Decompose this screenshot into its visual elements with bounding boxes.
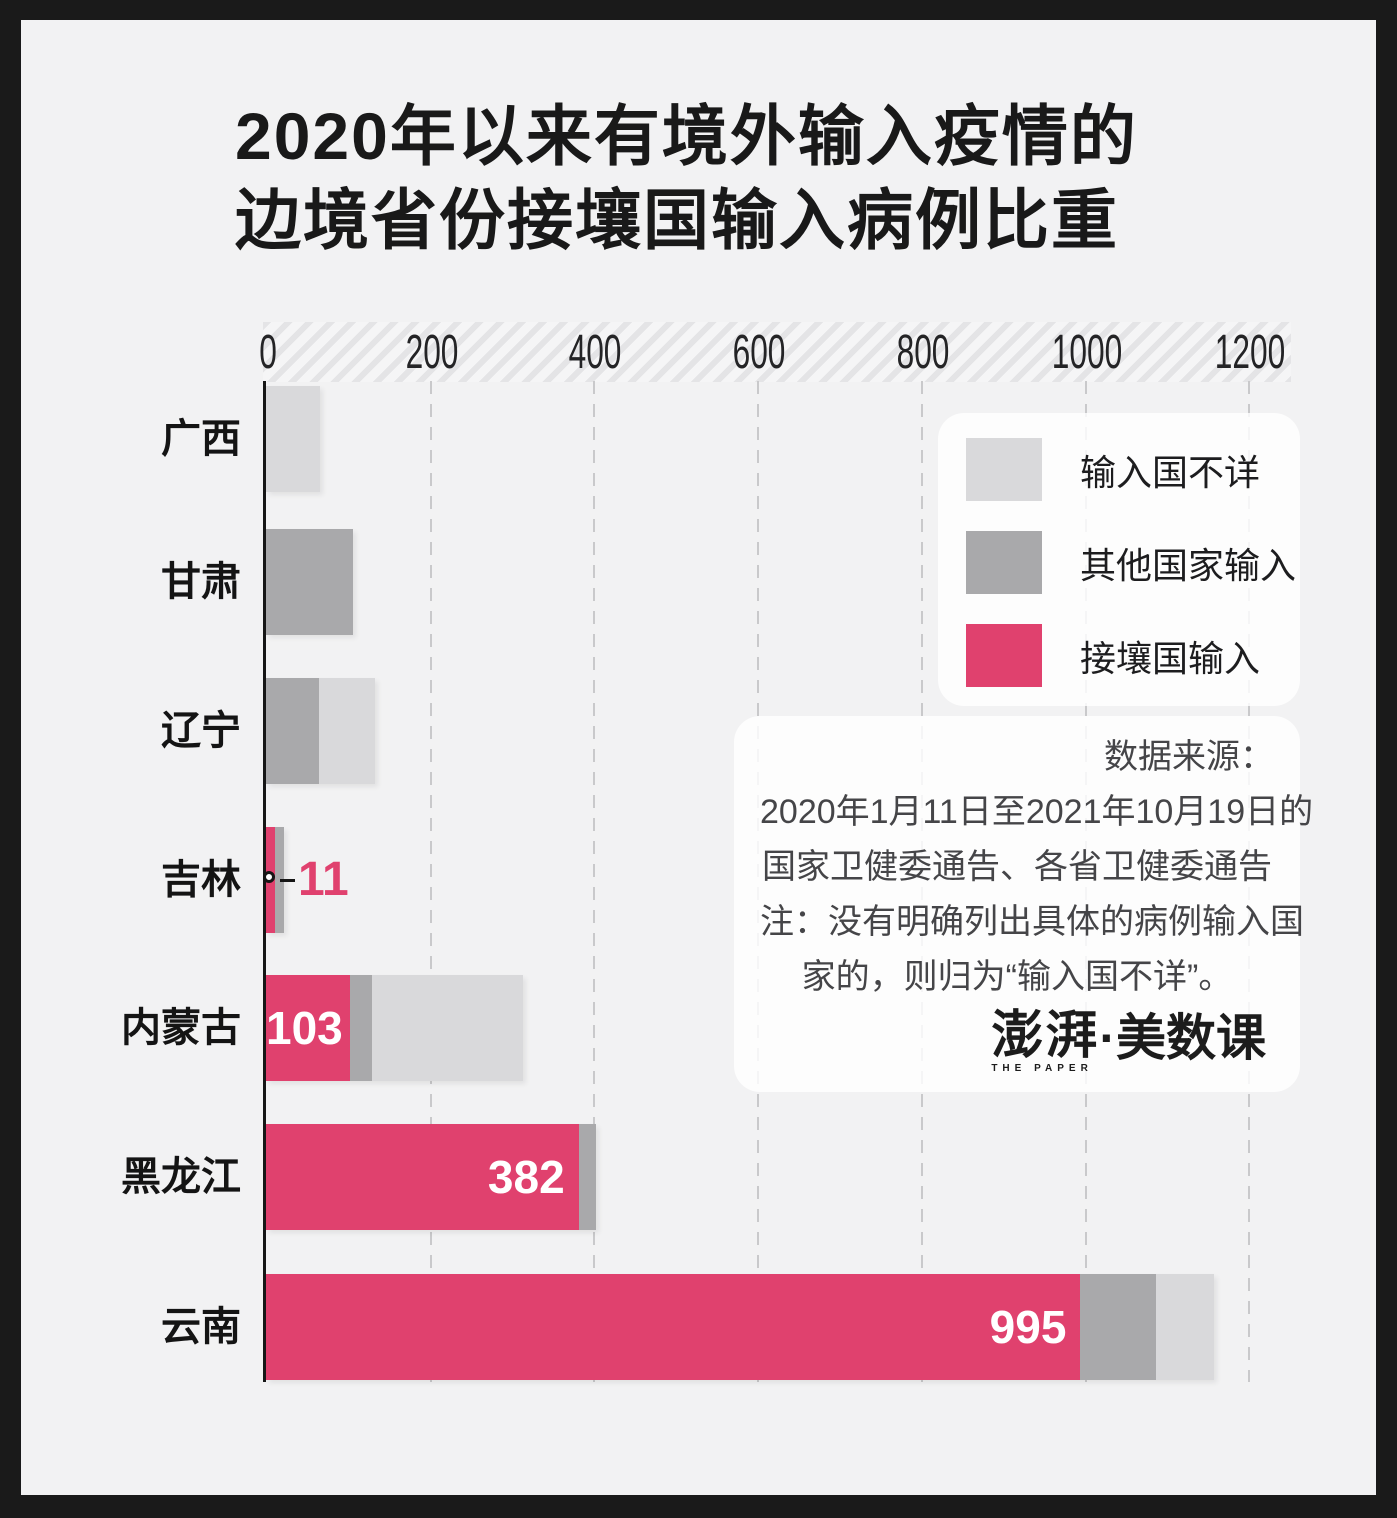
- chart-title-line2: 边境省份接壤国输入病例比重: [235, 183, 1119, 257]
- bar-segment-border: [266, 1274, 1081, 1380]
- legend-item-border: 接壤国输入: [966, 624, 1300, 687]
- bar-segment-other: [266, 529, 353, 635]
- chart-canvas: 2020年以来有境外输入疫情的 边境省份接壤国输入病例比重 0 200 400 600…: [21, 20, 1376, 1495]
- legend-swatch-other: [966, 531, 1042, 594]
- logo-thepaper-en: THE PAPER: [991, 1063, 1093, 1074]
- source-note-line: 注：没有明确列出具体的病例输入国: [760, 903, 1304, 941]
- bar-segment-other: [266, 678, 320, 784]
- legend-item-unknown: 输入国不详: [966, 438, 1300, 501]
- x-axis-tick-1200: 1200: [1214, 326, 1286, 379]
- source-note-box: 数据来源： 2020年1月11日至2021年10月19日的 国家卫健委通告、各省卫健…: [734, 716, 1314, 1092]
- source-note-line: 家的，则归为“输入国不详”。: [801, 958, 1233, 996]
- x-axis-tick-200: 200: [405, 326, 459, 379]
- chart-title: 2020年以来有境外输入疫情的 边境省份接壤国输入病例比重: [235, 94, 1138, 262]
- category-label: 吉林: [161, 858, 241, 902]
- callout-line: [280, 878, 295, 882]
- logo-thepaper-cn: 澎湃: [991, 1007, 1100, 1065]
- gridline-200: [429, 381, 432, 1382]
- bar-value-label: 382: [487, 1151, 565, 1203]
- bar-value-label: 11: [298, 853, 349, 906]
- source-note-line: 2020年1月11日至2021年10月19日的: [760, 793, 1314, 831]
- x-axis-tick-400: 400: [568, 326, 622, 379]
- bar-segment-unknown: [319, 678, 375, 784]
- bar-segment-unknown: [371, 975, 523, 1081]
- bar-甘肃: [266, 529, 353, 635]
- bar-辽宁: [266, 678, 375, 784]
- legend-label-unknown: 输入国不详: [1080, 451, 1261, 493]
- callout-marker: [263, 871, 275, 883]
- bar-内蒙古: [266, 975, 523, 1081]
- legend-swatch-unknown: [966, 438, 1042, 501]
- bar-segment-border: [266, 975, 351, 1081]
- bar-segment-border: [266, 1124, 579, 1230]
- bar-segment-other: [275, 827, 284, 933]
- bar-segment-other: [578, 1124, 596, 1230]
- category-label: 内蒙古: [121, 1006, 241, 1050]
- legend-item-other: 其他国家输入: [966, 531, 1300, 594]
- x-axis-tick-1000: 1000: [1051, 326, 1122, 379]
- x-axis-tick-800: 800: [896, 326, 950, 379]
- legend: 输入国不详其他国家输入 接壤国输入: [938, 413, 1300, 706]
- bar-segment-other: [350, 975, 372, 1081]
- bar-value-label: 995: [989, 1301, 1067, 1353]
- source-note-text: 数据来源： 2020年1月11日至2021年10月19日的 国家卫健委通告、各省卫健…: [760, 730, 1314, 1005]
- legend-swatch-border: [966, 624, 1042, 687]
- bar-广西: [266, 386, 321, 492]
- bar-云南: [266, 1274, 1214, 1380]
- logo-thepaper: 澎湃 THE PAPER: [991, 1007, 1100, 1074]
- source-note-line: 数据来源：: [1104, 738, 1274, 776]
- gridline-400: [593, 381, 596, 1382]
- logo-meishuke: ·美数课: [1099, 1010, 1266, 1066]
- category-label: 黑龙江: [121, 1155, 241, 1199]
- x-axis-tick-600: 600: [732, 326, 786, 379]
- category-label: 甘肃: [161, 560, 241, 604]
- x-axis-band: 0 200 400 600 800 1000 1200: [259, 322, 1291, 382]
- bar-value-label: 103: [266, 1002, 343, 1054]
- bar-segment-unknown: [266, 386, 321, 492]
- source-note-line: 国家卫健委通告、各省卫健委通告: [762, 848, 1272, 886]
- category-label: 辽宁: [161, 709, 241, 753]
- bar-黑龙江: [266, 1124, 596, 1230]
- category-label: 广西: [161, 417, 241, 461]
- category-label: 云南: [161, 1305, 241, 1349]
- chart-title-line1: 2020年以来有境外输入疫情的: [235, 99, 1138, 173]
- legend-label-border: 接壤国输入: [1080, 637, 1261, 679]
- publisher-logo: 澎湃 THE PAPER ·美数课: [760, 1007, 1274, 1074]
- bar-segment-other: [1080, 1274, 1156, 1380]
- x-axis-tick-0: 0: [259, 326, 277, 379]
- bar-segment-unknown: [1155, 1274, 1214, 1380]
- legend-label-other: 其他国家输入: [1080, 544, 1297, 586]
